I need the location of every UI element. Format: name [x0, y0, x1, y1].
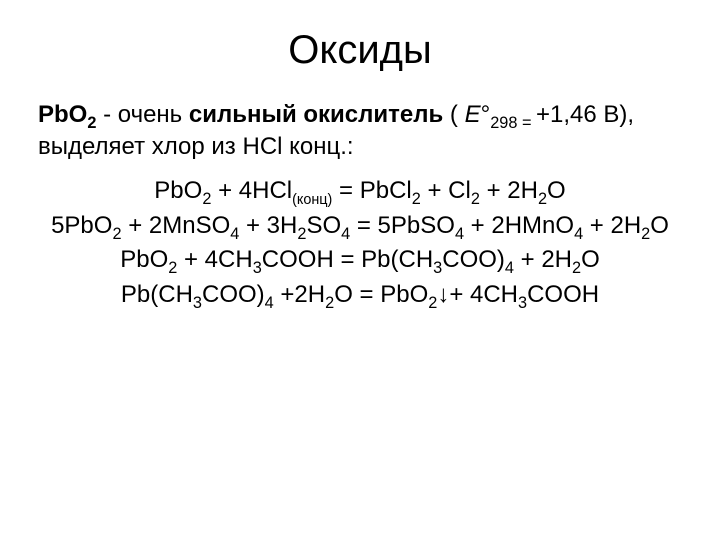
equation-2: 5PbO2 + 2MnSO4 + 3H2SO4 = 5PbSO4 + 2HMnO… [38, 209, 682, 244]
equations-block: PbO2 + 4HCl(конц) = PbCl2 + Cl2 + 2H2O 5… [38, 174, 682, 313]
slide-title: Оксиды [38, 28, 682, 73]
E-subscript: 298 = [490, 114, 536, 132]
equation-1: PbO2 + 4HCl(конц) = PbCl2 + Cl2 + 2H2O [38, 174, 682, 209]
equation-3: PbO2 + 4CH3COOH = Pb(CH3COO)4 + 2H2O [38, 243, 682, 278]
intro-paragraph: PbO2 ‐ очень сильный окислитель ( E°298 … [38, 99, 682, 164]
intro-dash: ‐ [96, 101, 117, 128]
intro-strong: сильный окислитель [189, 101, 443, 128]
equation-4: Pb(CH3COO)4 +2H2O = PbO2↓+ 4CH3COOH [38, 278, 682, 313]
degree-symbol: ° [481, 101, 491, 128]
compound-pbo2: PbO2 [38, 101, 96, 128]
E-symbol: E [465, 101, 481, 128]
intro-after-strong-open: ( [443, 101, 464, 128]
intro-pre-strong: очень [118, 101, 189, 128]
